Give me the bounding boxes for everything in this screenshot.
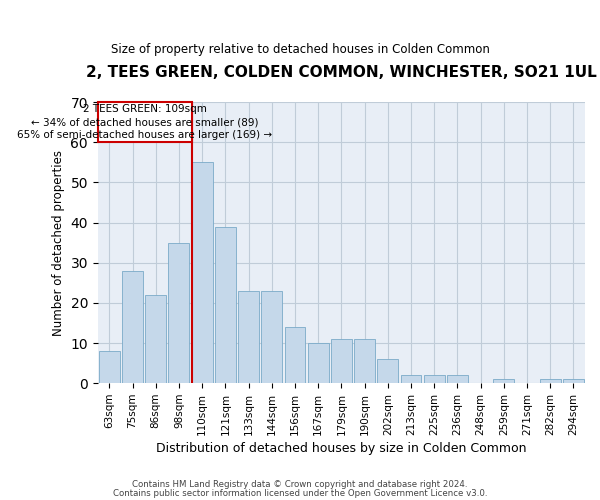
Bar [493,379,514,383]
Bar [98,102,191,142]
Bar [99,351,120,383]
Bar [145,295,166,383]
Bar [169,242,190,383]
Text: Contains HM Land Registry data © Crown copyright and database right 2024.: Contains HM Land Registry data © Crown c… [132,480,468,489]
Text: Size of property relative to detached houses in Colden Common: Size of property relative to detached ho… [110,42,490,56]
Bar [354,339,375,383]
Bar [424,375,445,383]
Bar [377,359,398,383]
Bar [540,379,560,383]
Bar [308,343,329,383]
Bar [238,291,259,383]
X-axis label: Distribution of detached houses by size in Colden Common: Distribution of detached houses by size … [156,442,527,455]
Title: 2, TEES GREEN, COLDEN COMMON, WINCHESTER, SO21 1UL: 2, TEES GREEN, COLDEN COMMON, WINCHESTER… [86,65,597,80]
Y-axis label: Number of detached properties: Number of detached properties [52,150,65,336]
Bar [122,270,143,383]
Bar [401,375,421,383]
Bar [191,162,212,383]
Bar [447,375,468,383]
Text: ← 34% of detached houses are smaller (89): ← 34% of detached houses are smaller (89… [31,117,259,127]
Bar [215,226,236,383]
Bar [262,291,282,383]
Bar [284,327,305,383]
Bar [331,339,352,383]
Text: Contains public sector information licensed under the Open Government Licence v3: Contains public sector information licen… [113,488,487,498]
Text: 65% of semi-detached houses are larger (169) →: 65% of semi-detached houses are larger (… [17,130,272,140]
Bar [563,379,584,383]
Text: 2 TEES GREEN: 109sqm: 2 TEES GREEN: 109sqm [83,104,206,114]
